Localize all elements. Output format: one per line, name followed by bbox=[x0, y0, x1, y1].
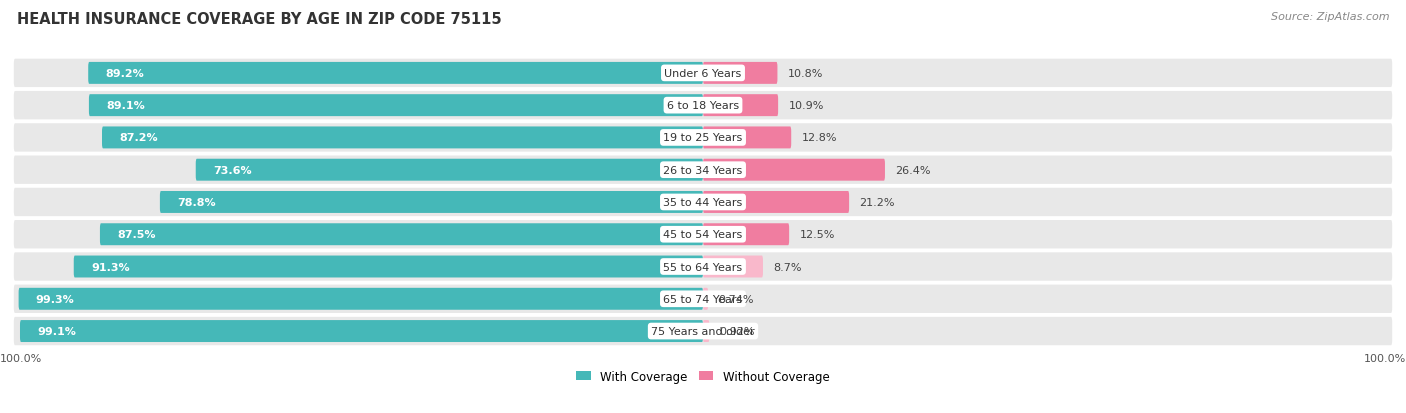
FancyBboxPatch shape bbox=[14, 188, 1392, 217]
Text: 12.5%: 12.5% bbox=[800, 230, 835, 240]
Text: 87.2%: 87.2% bbox=[120, 133, 157, 143]
FancyBboxPatch shape bbox=[160, 192, 703, 214]
FancyBboxPatch shape bbox=[89, 63, 703, 85]
Text: 8.7%: 8.7% bbox=[773, 262, 801, 272]
FancyBboxPatch shape bbox=[703, 95, 778, 117]
Text: 26 to 34 Years: 26 to 34 Years bbox=[664, 165, 742, 175]
FancyBboxPatch shape bbox=[89, 95, 703, 117]
FancyBboxPatch shape bbox=[103, 127, 703, 149]
Text: 75 Years and older: 75 Years and older bbox=[651, 326, 755, 336]
Text: 91.3%: 91.3% bbox=[91, 262, 129, 272]
Text: HEALTH INSURANCE COVERAGE BY AGE IN ZIP CODE 75115: HEALTH INSURANCE COVERAGE BY AGE IN ZIP … bbox=[17, 12, 502, 27]
FancyBboxPatch shape bbox=[703, 256, 763, 278]
Text: 10.9%: 10.9% bbox=[789, 101, 824, 111]
Text: 19 to 25 Years: 19 to 25 Years bbox=[664, 133, 742, 143]
Text: 100.0%: 100.0% bbox=[1364, 353, 1406, 363]
Text: 0.92%: 0.92% bbox=[720, 326, 755, 336]
FancyBboxPatch shape bbox=[14, 59, 1392, 88]
Text: 65 to 74 Years: 65 to 74 Years bbox=[664, 294, 742, 304]
Text: 99.3%: 99.3% bbox=[35, 294, 75, 304]
FancyBboxPatch shape bbox=[703, 288, 709, 310]
FancyBboxPatch shape bbox=[14, 317, 1392, 345]
Text: 89.1%: 89.1% bbox=[105, 101, 145, 111]
FancyBboxPatch shape bbox=[703, 224, 789, 246]
FancyBboxPatch shape bbox=[195, 159, 703, 181]
FancyBboxPatch shape bbox=[14, 253, 1392, 281]
Text: Under 6 Years: Under 6 Years bbox=[665, 69, 741, 79]
FancyBboxPatch shape bbox=[20, 320, 703, 342]
FancyBboxPatch shape bbox=[703, 159, 884, 181]
FancyBboxPatch shape bbox=[14, 92, 1392, 120]
Text: 87.5%: 87.5% bbox=[117, 230, 156, 240]
Text: 26.4%: 26.4% bbox=[896, 165, 931, 175]
Text: 99.1%: 99.1% bbox=[37, 326, 76, 336]
Text: Source: ZipAtlas.com: Source: ZipAtlas.com bbox=[1271, 12, 1389, 22]
FancyBboxPatch shape bbox=[14, 285, 1392, 313]
FancyBboxPatch shape bbox=[100, 224, 703, 246]
Text: 10.8%: 10.8% bbox=[787, 69, 823, 79]
Text: 6 to 18 Years: 6 to 18 Years bbox=[666, 101, 740, 111]
Text: 21.2%: 21.2% bbox=[859, 197, 896, 207]
FancyBboxPatch shape bbox=[703, 320, 710, 342]
Text: 45 to 54 Years: 45 to 54 Years bbox=[664, 230, 742, 240]
Text: 0.74%: 0.74% bbox=[718, 294, 754, 304]
Text: 89.2%: 89.2% bbox=[105, 69, 145, 79]
FancyBboxPatch shape bbox=[703, 192, 849, 214]
Text: 12.8%: 12.8% bbox=[801, 133, 837, 143]
FancyBboxPatch shape bbox=[14, 221, 1392, 249]
Text: 78.8%: 78.8% bbox=[177, 197, 215, 207]
FancyBboxPatch shape bbox=[14, 124, 1392, 152]
FancyBboxPatch shape bbox=[18, 288, 703, 310]
Text: 73.6%: 73.6% bbox=[212, 165, 252, 175]
FancyBboxPatch shape bbox=[14, 156, 1392, 185]
Text: 35 to 44 Years: 35 to 44 Years bbox=[664, 197, 742, 207]
Legend: With Coverage, Without Coverage: With Coverage, Without Coverage bbox=[576, 370, 830, 383]
FancyBboxPatch shape bbox=[703, 63, 778, 85]
FancyBboxPatch shape bbox=[703, 127, 792, 149]
FancyBboxPatch shape bbox=[73, 256, 703, 278]
Text: 100.0%: 100.0% bbox=[0, 353, 42, 363]
Text: 55 to 64 Years: 55 to 64 Years bbox=[664, 262, 742, 272]
